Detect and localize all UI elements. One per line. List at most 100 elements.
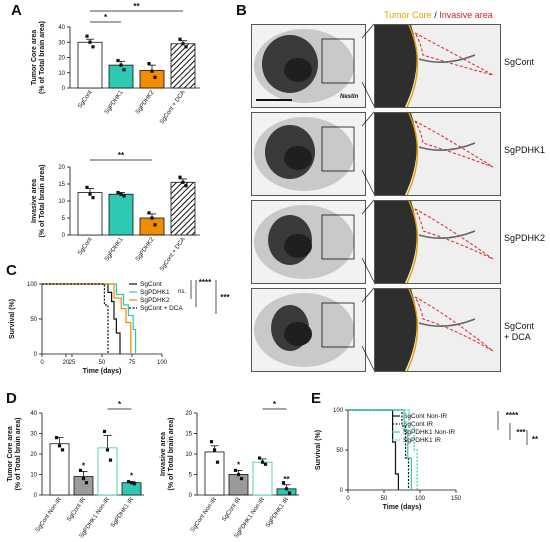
y-tick-label: 30	[30, 432, 37, 438]
data-point	[122, 194, 126, 198]
significance-label: **	[532, 435, 539, 444]
data-point	[257, 456, 262, 460]
y-tick-label: 10	[58, 71, 65, 77]
data-point	[116, 58, 120, 63]
significance-label: *	[273, 400, 277, 409]
zoom-section-image	[374, 112, 501, 196]
y-tick-label: 30	[58, 40, 65, 46]
y-tick-label: 0	[189, 493, 193, 499]
data-point	[57, 444, 62, 448]
data-point	[181, 42, 185, 46]
data-point	[260, 460, 265, 464]
data-point	[153, 75, 157, 79]
data-point	[181, 180, 185, 184]
panel-letter-e: E	[311, 390, 322, 407]
data-point	[147, 62, 151, 66]
y-tick-label: 15	[185, 432, 192, 438]
x-tick-label: SgPDHK1	[104, 89, 125, 115]
y-tick-label: 20	[185, 411, 192, 417]
y-axis-label: Survival (%)	[315, 430, 322, 470]
x-tick-label: SgCont Non-IR	[35, 496, 64, 533]
condition-label: SgPDHK1	[504, 145, 546, 155]
connector-line	[361, 257, 375, 283]
data-point	[84, 481, 89, 485]
header-tumor-core: Tumor Core	[384, 10, 432, 20]
brain-section-drawing	[254, 29, 355, 103]
asterisk: **	[283, 475, 290, 484]
x-tick-label: SgPDHK2	[135, 89, 156, 115]
asterisk: *	[237, 460, 241, 469]
data-point	[91, 45, 95, 49]
legend-label: SgCont IR	[403, 421, 433, 428]
bar	[204, 451, 225, 496]
bar	[77, 41, 103, 89]
data-point	[239, 477, 244, 481]
legend-label: SgPDHK2	[140, 297, 170, 304]
marker-label: Nestin	[340, 94, 359, 100]
bar	[170, 43, 196, 89]
legend-label: SgPDHK1	[140, 289, 170, 296]
survival-curve	[42, 283, 137, 354]
data-point	[147, 211, 151, 215]
significance-label: **	[133, 2, 140, 11]
x-tick-label: 50	[381, 496, 388, 502]
x-tick-label: 100	[157, 360, 168, 366]
data-point	[184, 184, 188, 188]
zoom-section-drawing	[375, 289, 494, 371]
y-axis-label-line2: (% of Total brain area)	[39, 165, 46, 238]
data-point	[102, 429, 107, 434]
x-tick-label: SgCont IR	[66, 496, 87, 523]
y-tick-label: 10	[30, 473, 37, 479]
bar	[228, 474, 249, 496]
scale-bar	[256, 99, 292, 101]
data-point	[184, 45, 188, 49]
connector-line	[361, 345, 375, 371]
bar	[108, 193, 134, 236]
bar	[170, 181, 196, 236]
asterisk: *	[130, 472, 134, 481]
data-point	[81, 477, 86, 481]
x-axis-label: Time (days)	[383, 504, 422, 511]
data-point	[150, 69, 154, 73]
data-point	[88, 40, 92, 44]
data-point	[91, 196, 95, 200]
chart-ir-tumor-core-area: 0 10 20 30 40 Tumor Core area (% of Total brai…	[7, 400, 144, 539]
data-point	[54, 436, 59, 440]
y-tick-label: 0	[62, 233, 66, 239]
brain-section-drawing	[254, 117, 355, 191]
y-tick-label: 50	[336, 448, 343, 454]
zoom-section-image	[374, 288, 501, 372]
data-point	[215, 460, 220, 464]
data-point	[287, 491, 292, 495]
data-point	[60, 448, 65, 452]
chart-survival-c: 0 50 100 0 20 25 50 75 100 Survival (%) Time (days…	[9, 278, 231, 375]
data-point	[105, 448, 110, 452]
x-tick-label: 100	[415, 496, 426, 502]
y-axis-label-line2: (% of Total brain area)	[15, 418, 22, 491]
brain-section-drawing	[254, 205, 355, 279]
y-axis-label-line1: Invasive area	[160, 432, 167, 476]
x-tick-label: 75	[129, 360, 136, 366]
legend-label: SgCont	[140, 281, 162, 288]
x-tick-label: 0	[346, 496, 350, 502]
x-tick-label: SgCont	[77, 236, 94, 256]
data-point	[236, 472, 241, 477]
data-point	[126, 480, 131, 484]
header-invasive-area: Invasive area	[439, 10, 493, 20]
x-tick-label: 20	[63, 360, 70, 366]
legend-label: SgPDHK1 IR	[403, 437, 441, 444]
legend-label: SgCont + DCA	[140, 305, 183, 312]
x-tick-label: SgCont Non-IR	[190, 496, 219, 533]
y-tick-label: 5	[189, 473, 193, 479]
data-point	[233, 468, 238, 472]
y-axis-label-line1: Invasive area	[31, 179, 38, 223]
condition-label: SgPDHK2	[504, 233, 546, 243]
bar	[121, 482, 142, 496]
bar	[252, 461, 273, 496]
data-point	[108, 458, 113, 462]
data-point	[119, 63, 123, 67]
connector-line	[361, 169, 375, 195]
connector-line	[361, 287, 375, 303]
panel-letter-c: C	[6, 262, 17, 279]
brain-section-image	[251, 288, 366, 372]
